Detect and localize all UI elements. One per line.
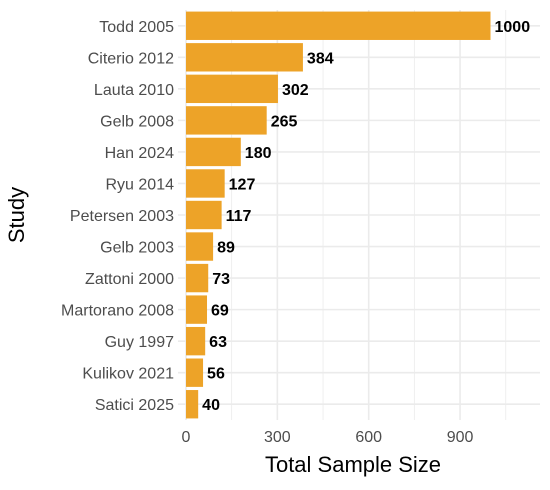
- bars-layer: [186, 11, 491, 419]
- x-tick-label: 0: [182, 429, 191, 446]
- data-label: 63: [209, 334, 227, 351]
- bar: [186, 295, 208, 324]
- y-axis-title: Study: [4, 187, 29, 243]
- category-label: Satici 2025: [95, 397, 174, 414]
- bar: [186, 169, 225, 198]
- category-label: Han 2024: [105, 145, 174, 162]
- data-label: 40: [202, 397, 220, 414]
- y-tick-labels: Todd 2005 Citerio 2012 Lauta 2010 Gelb 2008…: [61, 19, 174, 414]
- category-label: Kulikov 2021: [82, 366, 174, 383]
- data-label: 117: [226, 208, 252, 225]
- category-label: Citerio 2012: [88, 50, 174, 67]
- bar: [186, 11, 491, 40]
- x-tick-label: 300: [264, 429, 291, 446]
- category-label: Guy 1997: [105, 334, 174, 351]
- x-tick-label: 900: [447, 429, 474, 446]
- bar: [186, 232, 214, 261]
- data-labels-layer: 1000 384 302 265 180 127 117 89 73 69 63 56 40: [202, 19, 530, 414]
- data-label: 73: [212, 271, 230, 288]
- x-tick-label: 600: [355, 429, 382, 446]
- bar: [186, 74, 278, 104]
- data-label: 56: [207, 366, 225, 383]
- bar: [186, 200, 222, 230]
- data-label: 127: [229, 176, 256, 193]
- data-label: 384: [307, 50, 334, 67]
- category-label: Todd 2005: [99, 19, 174, 36]
- category-label: Lauta 2010: [94, 82, 174, 99]
- category-label: Petersen 2003: [70, 208, 174, 225]
- x-tick-labels: 0 300 600 900: [182, 429, 474, 446]
- data-label: 89: [217, 240, 235, 257]
- x-axis-title: Total Sample Size: [265, 452, 441, 477]
- data-label: 302: [282, 82, 309, 99]
- bar: [186, 263, 209, 293]
- bar: [186, 326, 206, 356]
- data-label: 180: [245, 145, 272, 162]
- bar: [186, 137, 241, 167]
- category-label: Ryu 2014: [106, 176, 175, 193]
- data-label: 265: [271, 113, 298, 130]
- data-label: 1000: [495, 19, 531, 36]
- category-label: Gelb 2003: [100, 240, 174, 257]
- category-label: Zattoni 2000: [85, 271, 174, 288]
- data-label: 69: [211, 303, 229, 320]
- category-label: Martorano 2008: [61, 303, 174, 320]
- bar: [186, 43, 303, 72]
- bar: [186, 106, 267, 135]
- bar: [186, 358, 204, 387]
- category-label: Gelb 2008: [100, 113, 174, 130]
- bar: [186, 390, 199, 419]
